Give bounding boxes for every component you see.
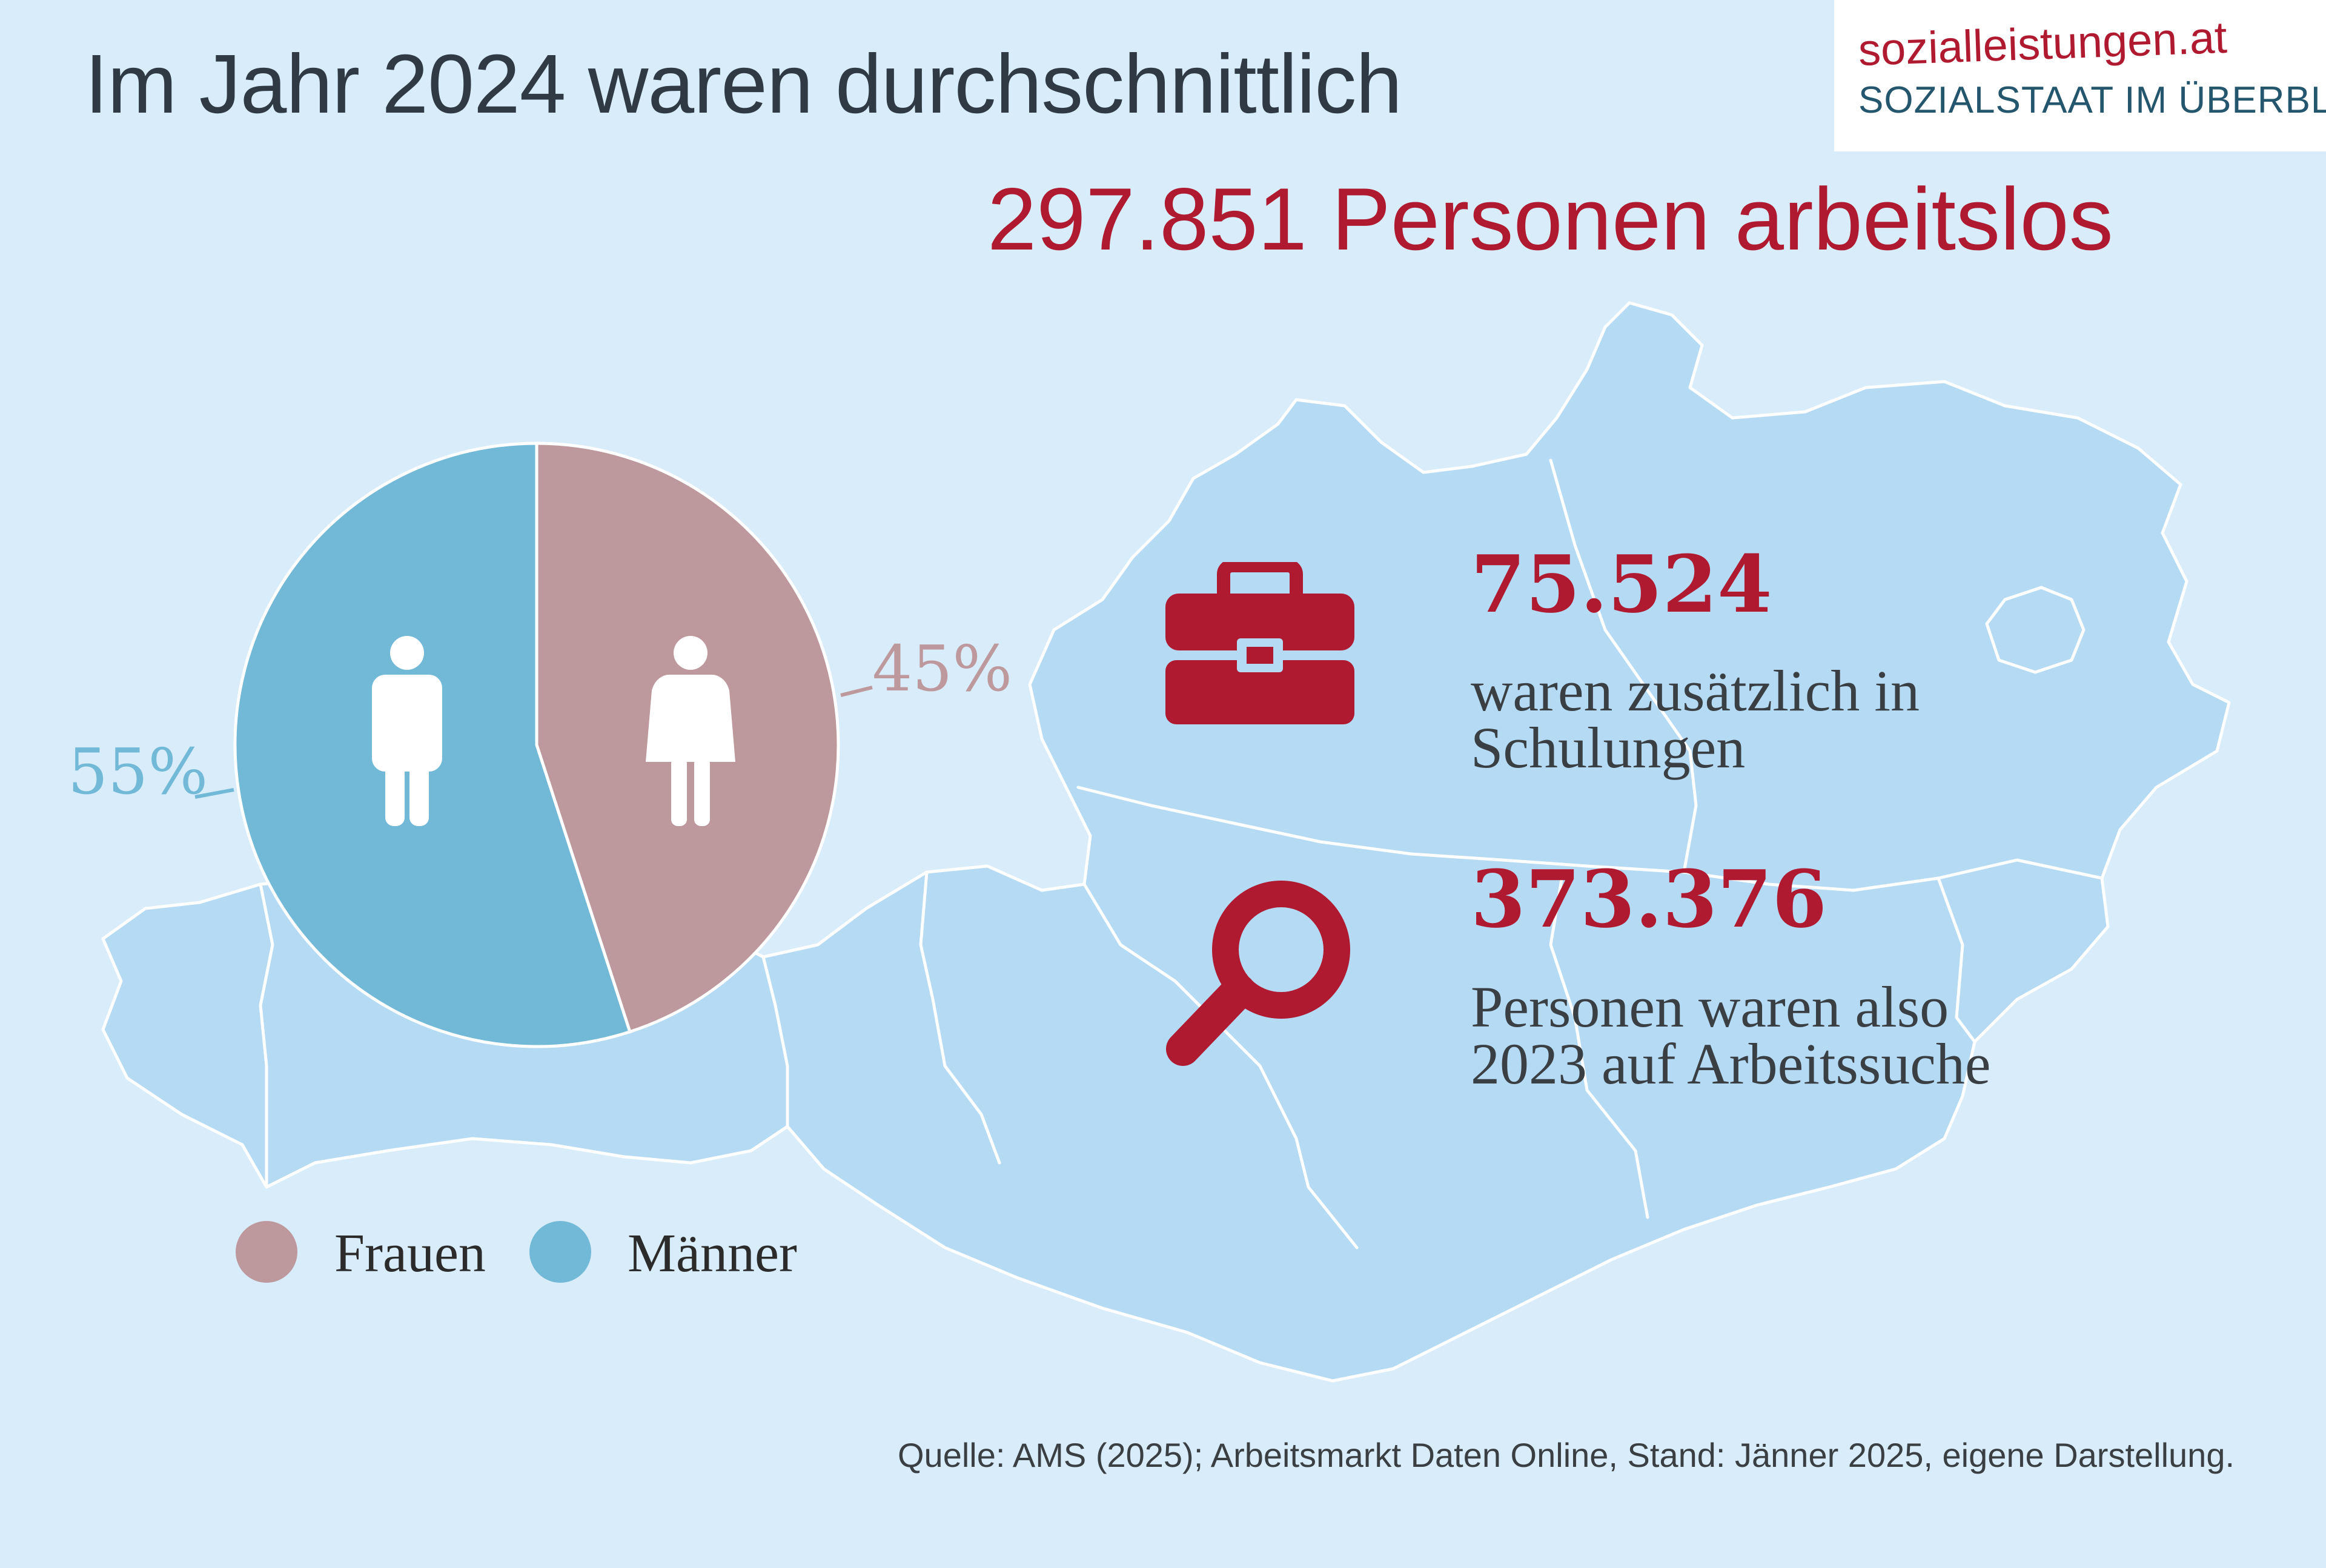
- source-note: Quelle: AMS (2025); Arbeitsmarkt Daten O…: [898, 1436, 2235, 1474]
- legend-label-maenner: Männer: [628, 1223, 797, 1283]
- logo: sozialleistungen.at SOZIALSTAAT IM ÜBERB…: [1834, 0, 2326, 151]
- stat-text-arbeitssuche-line1: Personen waren also: [1471, 974, 1949, 1039]
- border-line: [1549, 870, 1649, 1219]
- stat-text-schulungen-line1: waren zusätzlich in: [1471, 658, 1920, 723]
- woman-icon: [646, 636, 735, 826]
- border-line: [761, 955, 789, 1128]
- magnifier-icon: [1166, 881, 1350, 1066]
- label-leader-maenner: [194, 788, 234, 799]
- border-line: [1082, 882, 1359, 1249]
- label-leader-frauen: [840, 686, 873, 697]
- pie-slices: [233, 442, 840, 1048]
- map-region-borders: [259, 458, 2104, 1249]
- page-title: Im Jahr 2024 waren durchschnittlich: [85, 38, 1402, 131]
- stat-value-schulungen: 75.524: [1471, 538, 1772, 630]
- man-icon: [372, 636, 442, 826]
- page-subtitle: 297.851 Personen arbeitslos: [987, 170, 2113, 268]
- pie-label-frauen: 45%: [872, 632, 1012, 706]
- stat-text-schulungen-line2: Schulungen: [1471, 715, 1746, 780]
- border-line: [259, 882, 274, 1189]
- pie-label-maenner: 55%: [68, 735, 208, 809]
- stat-value-arbeitssuche: 373.376: [1471, 853, 1827, 945]
- legend-swatch-maenner: [529, 1221, 591, 1283]
- stat-text-arbeitssuche-line2: 2023 auf Arbeitssuche: [1471, 1031, 1991, 1096]
- logo-tagline: SOZIALSTAAT IM ÜBERBLICK: [1858, 79, 2326, 121]
- legend-swatch-frauen: [236, 1221, 297, 1283]
- briefcase-icon: [1165, 562, 1354, 724]
- vienna-border: [1985, 586, 2086, 674]
- border-line: [1937, 876, 1976, 1044]
- border-line: [1549, 458, 1698, 874]
- austria-map-shape: [101, 301, 2231, 1383]
- legend-label-frauen: Frauen: [334, 1223, 486, 1283]
- border-line: [919, 870, 1001, 1165]
